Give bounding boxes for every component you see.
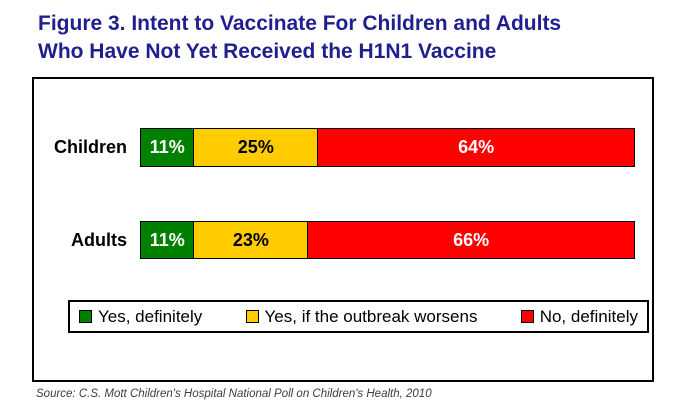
legend-label: Yes, definitely: [98, 306, 203, 326]
bar-segment: 23%: [194, 221, 309, 259]
bar-track: 11% 25% 64%: [140, 128, 635, 167]
figure-title-line1: Figure 3. Intent to Vaccinate For Childr…: [38, 12, 562, 35]
bar-segment: 66%: [308, 221, 635, 259]
bar-row-children: Children 11% 25% 64%: [34, 128, 652, 167]
bar-segment: 25%: [194, 128, 319, 167]
category-label: Adults: [71, 229, 127, 250]
category-label: Children: [53, 137, 127, 157]
legend-box: Yes, definitely Yes, if the outbreak wors…: [68, 300, 649, 333]
legend-item: Yes, if the outbreak worsens: [245, 306, 478, 327]
legend-item: No, definitely: [520, 306, 638, 327]
bar-segment: 11%: [140, 128, 195, 167]
legend-swatch-icon: [520, 310, 534, 323]
legend-label: No, definitely: [539, 306, 638, 326]
bar-row-adults: Adults 11% 23% 66%: [34, 221, 652, 259]
legend-swatch-icon: [245, 310, 259, 323]
source-note: Source: C.S. Mott Children's Hospital Na…: [36, 388, 432, 400]
legend-item: Yes, definitely: [79, 307, 202, 327]
figure-title-line2: Who Have Not Yet Received the H1N1 Vacci…: [38, 40, 497, 63]
bar-track: 11% 23% 66%: [140, 221, 635, 259]
legend-label: Yes, if the outbreak worsens: [264, 306, 478, 326]
legend-swatch-icon: [79, 310, 92, 323]
figure-title: Figure 3. Intent to Vaccinate For Childr…: [38, 10, 658, 66]
bar-segment: 64%: [318, 128, 635, 167]
chart-panel: Children 11% 25% 64% Adults 11% 23% 66% Yes, de…: [32, 77, 654, 382]
bar-segment: 11%: [140, 221, 195, 259]
